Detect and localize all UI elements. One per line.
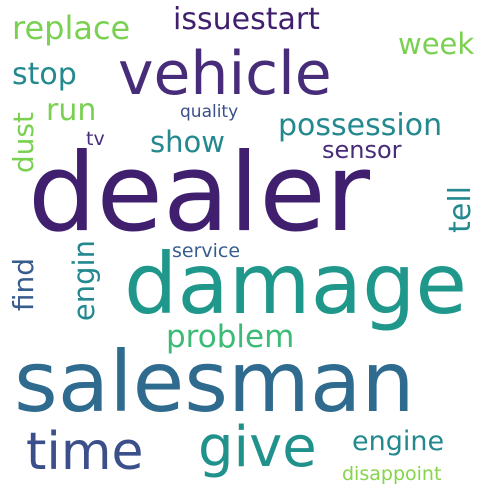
word-stop: stop [12, 57, 77, 92]
word-service: service [172, 240, 241, 262]
word-run: run [46, 93, 97, 128]
word-replace: replace [12, 9, 131, 47]
word-possession: possession [278, 108, 443, 143]
word-sensor: sensor [322, 136, 402, 164]
word-find: find [7, 258, 40, 312]
word-issuestart: issuestart [173, 2, 320, 37]
word-damage: damage [124, 235, 468, 333]
word-disappoint: disappoint [342, 463, 442, 485]
word-time: time [26, 422, 144, 482]
word-dealer: dealer [28, 131, 371, 256]
word-tv: tv [86, 128, 105, 150]
word-tell: tell [443, 186, 478, 233]
word-quality: quality [180, 102, 239, 122]
word-salesman: salesman [14, 333, 415, 431]
word-show: show [150, 125, 225, 159]
word-engin: engin [67, 240, 101, 322]
word-week: week [398, 27, 475, 61]
word-problem: problem [166, 319, 295, 355]
word-vehicle: vehicle [118, 39, 332, 109]
word-dust: dust [7, 112, 40, 174]
word-give: give [198, 415, 317, 480]
word-engine: engine [352, 426, 445, 457]
